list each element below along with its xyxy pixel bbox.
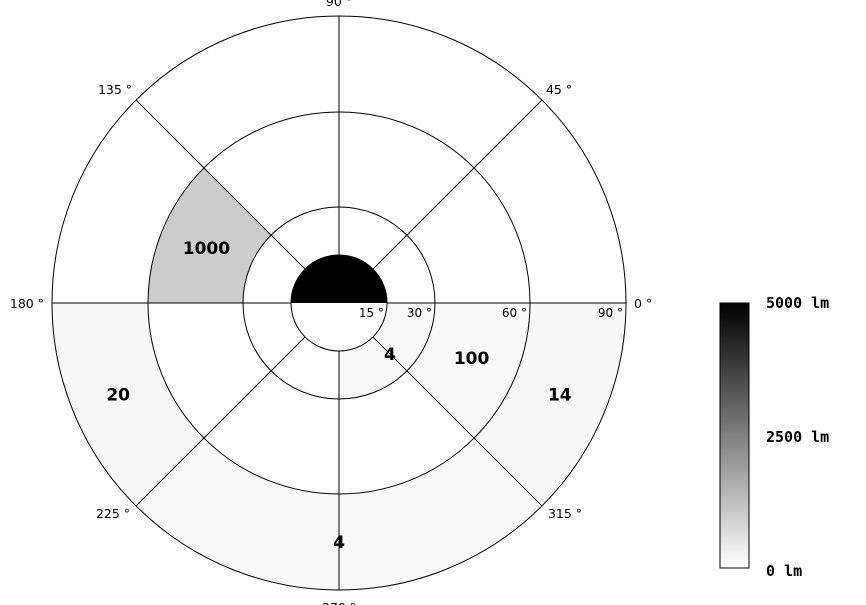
angle-label-315: 315 °	[548, 506, 582, 521]
cell-value-label-4: 20	[106, 385, 130, 405]
cell-20-4	[52, 303, 204, 506]
angle-label-0: 0 °	[634, 296, 652, 311]
ring-label-90: 90 °	[598, 306, 623, 320]
cell-value-label-2: 1000	[183, 239, 230, 259]
cell-value-label-5: 14	[548, 385, 572, 405]
cell-100-3	[406, 303, 530, 439]
spoke-135	[135, 99, 306, 270]
angle-label-90: 90 °	[326, 0, 352, 9]
colorbar-label-mid: 2500 lm	[766, 428, 829, 446]
colorbar: 5000 lm 2500 lm 0 lm	[719, 294, 829, 580]
angle-label-180: 180 °	[10, 296, 44, 311]
cell-14-5	[474, 303, 626, 506]
cell-value-label-6: 4	[333, 533, 345, 553]
spoke-45	[372, 99, 543, 270]
cell-value-label-1: 4	[384, 345, 396, 365]
colorbar-label-min: 0 lm	[766, 562, 802, 580]
colorbar-gradient	[719, 302, 750, 569]
spoke-225	[135, 336, 306, 507]
colorbar-label-max: 5000 lm	[766, 294, 829, 312]
angle-label-135: 135 °	[98, 82, 132, 97]
cell-value-label-0: 5000	[315, 270, 362, 290]
ring-label-60: 60 °	[502, 306, 527, 320]
ring-label-30: 30 °	[407, 306, 432, 320]
angle-label-270: 270 °	[322, 600, 356, 605]
spoke-315	[372, 336, 543, 507]
cell-value-label-3: 100	[454, 349, 490, 369]
cell-1000-2	[148, 167, 272, 303]
angle-label-225: 225 °	[96, 506, 130, 521]
cell-5000-0	[291, 255, 387, 303]
angle-label-45: 45 °	[546, 82, 572, 97]
ring-label-15: 15 °	[359, 306, 384, 320]
